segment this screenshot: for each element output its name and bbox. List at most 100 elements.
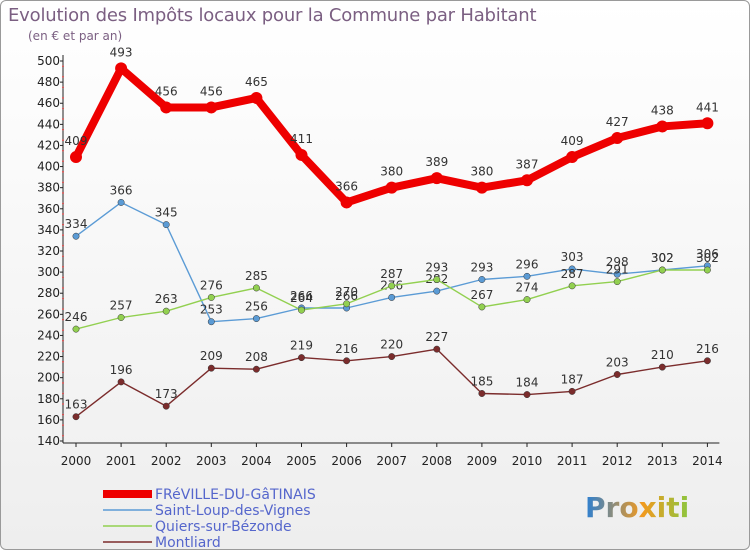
y-axis-minor-dot: [62, 434, 64, 437]
y-axis-minor-dot: [62, 160, 64, 163]
y-axis-minor-dot: [62, 118, 64, 120]
data-label: 409: [65, 134, 88, 148]
y-axis-minor-dot: [62, 192, 64, 194]
data-label: 306: [696, 247, 719, 261]
x-tick-label: 2005: [286, 454, 317, 468]
data-label: 345: [155, 206, 178, 220]
data-point: [703, 266, 711, 274]
data-point: [566, 151, 579, 164]
x-tick-label: 2004: [241, 454, 272, 468]
data-label: 163: [65, 398, 88, 412]
y-axis-minor-dot: [62, 318, 64, 321]
data-label: 465: [245, 75, 268, 89]
data-point: [343, 300, 351, 308]
data-point: [207, 318, 215, 326]
data-label: 187: [561, 372, 584, 386]
data-label: 216: [335, 342, 358, 356]
y-tick-label: 300: [37, 265, 60, 279]
data-point: [70, 151, 82, 164]
proxiti-logo[interactable]: Proxiti: [585, 491, 689, 524]
data-point: [298, 306, 305, 314]
data-point: [162, 402, 170, 410]
data-label: 276: [200, 278, 223, 292]
data-point: [250, 91, 263, 104]
y-axis-minor-dot: [62, 276, 64, 279]
data-label: 387: [516, 157, 539, 171]
data-label: 296: [516, 257, 539, 271]
data-point: [430, 172, 443, 185]
x-tick-label: 2014: [692, 454, 723, 468]
data-point: [478, 390, 486, 397]
data-label: 219: [290, 339, 313, 353]
x-tick-label: 2001: [106, 454, 137, 468]
data-label: 441: [696, 100, 719, 114]
x-tick-label: 2009: [467, 454, 498, 468]
data-point: [478, 303, 486, 311]
data-label: 438: [651, 103, 674, 117]
data-point: [433, 287, 441, 295]
y-axis-minor-dot: [62, 255, 64, 258]
data-label: 216: [696, 342, 719, 356]
x-tick-label: 2012: [602, 454, 633, 468]
y-axis-minor-dot: [62, 424, 64, 427]
y-tick-label: 420: [37, 138, 60, 152]
data-label: 380: [470, 165, 493, 179]
series-quiers-sur-bezonde: 246 257 263 276 285 264 270 287 293 267 274 287 291 3…: [65, 251, 719, 333]
data-point: [207, 293, 215, 301]
data-label: 389: [425, 155, 448, 169]
y-tick-label: 220: [37, 350, 60, 364]
y-axis-minor-dot: [62, 107, 64, 110]
data-point: [658, 363, 666, 371]
legend-label: Quiers-sur-Bézonde: [155, 519, 292, 535]
data-label: 287: [380, 267, 403, 281]
data-label: 456: [155, 84, 178, 98]
data-label: 409: [561, 134, 584, 148]
y-tick-label: 380: [37, 181, 60, 195]
series-freville-du-gatinais: 409 493 456 456 465 411 366 380 389 380 387 409 427 4…: [65, 45, 719, 209]
data-point: [295, 148, 308, 161]
data-point: [656, 120, 669, 133]
data-label: 366: [110, 183, 133, 197]
data-point: [162, 307, 170, 315]
data-point: [298, 354, 305, 362]
y-axis-minor-dot: [62, 265, 64, 268]
y-tick-label: 480: [37, 75, 60, 89]
data-label: 456: [200, 84, 223, 98]
chart-subtitle: (en € et par an): [28, 29, 123, 43]
data-label: 302: [651, 251, 674, 265]
y-axis-minor-dot: [62, 403, 64, 405]
data-point: [613, 278, 621, 286]
y-axis-minor-dot: [62, 392, 64, 395]
y-tick-label: 240: [37, 328, 60, 342]
y-tick-label: 140: [37, 434, 60, 448]
data-label: 293: [470, 261, 493, 275]
data-point: [252, 284, 260, 292]
data-label: 209: [200, 349, 223, 363]
data-point: [568, 265, 576, 273]
data-point: [613, 371, 621, 378]
y-tick-label: 360: [37, 202, 60, 216]
data-label: 227: [425, 330, 448, 344]
y-axis-minor-dot: [62, 329, 64, 332]
series-layer: 3343663452532562662662762822932963032983…: [65, 45, 719, 421]
data-label: 334: [65, 217, 88, 231]
y-tick-label: 340: [37, 223, 60, 237]
y-axis-minor-dot: [62, 75, 64, 78]
y-axis-minor-dot: [62, 339, 64, 342]
data-label: 173: [155, 387, 178, 401]
data-label: 210: [651, 348, 674, 362]
data-label: 270: [335, 285, 358, 299]
data-label: 293: [425, 261, 448, 275]
y-axis-minor-dot: [62, 202, 64, 205]
y-tick-label: 400: [37, 160, 60, 174]
y-axis-minor-dot: [62, 223, 64, 226]
data-point: [521, 174, 533, 187]
data-point: [388, 293, 396, 301]
data-label: 220: [380, 338, 403, 352]
y-tick-label: 460: [37, 96, 60, 110]
data-label: 266: [290, 289, 313, 303]
data-point: [523, 272, 531, 280]
data-point: [478, 276, 486, 283]
y-tick-label: 440: [37, 117, 60, 131]
data-label: 427: [606, 115, 629, 129]
